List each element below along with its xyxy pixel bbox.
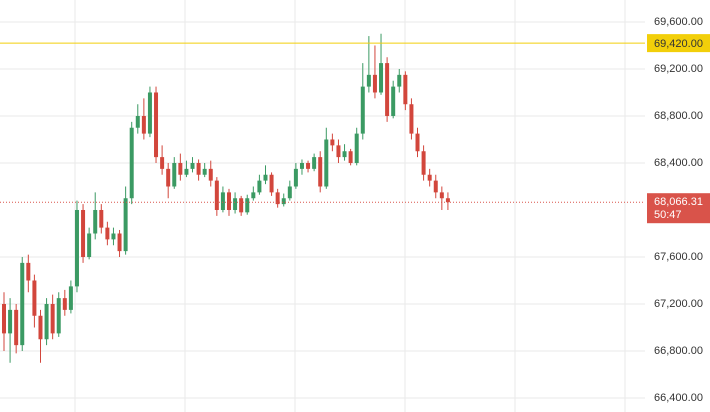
candle-body [269,174,274,193]
candle-body [166,168,171,187]
alert-label: 69,420.00 [654,38,703,50]
candle-body [421,151,426,175]
candle-body [184,168,189,175]
candle-body [26,262,31,281]
candle-body [360,86,365,134]
candle-body [117,233,122,252]
y-tick-label: 67,200.00 [654,298,703,310]
candle-body [123,198,128,252]
candle-body [129,127,134,199]
candle-body [318,157,323,187]
candle-body [445,198,450,203]
candle-body [178,162,183,175]
candle-body [111,233,116,240]
candle-body [2,304,6,334]
candle-body [403,74,408,105]
y-tick-label: 68,800.00 [654,110,703,122]
y-tick-label: 66,800.00 [654,345,703,357]
candle-body [141,115,146,134]
candle-body [8,309,13,334]
candle-body [312,157,317,169]
candle-body [93,209,98,234]
y-tick-label: 69,600.00 [654,16,703,28]
candle-body [293,168,298,187]
candle-body [32,280,37,316]
candle-body [14,309,19,346]
candle-body [74,209,79,287]
candle-body [87,233,92,258]
candle-body [379,63,384,93]
candle-body [38,315,43,340]
candle-body [147,92,152,134]
candle-body [366,74,371,87]
candle-body [154,92,159,158]
last-price-box [647,193,710,224]
candle-body [214,180,219,210]
candle-body [439,192,444,199]
candle-body [105,227,110,240]
candle-body [208,168,213,181]
candle-body [239,198,244,213]
candle-body [385,63,390,116]
candle-body [324,139,329,187]
candle-body [202,168,207,175]
candle-body [196,162,201,175]
candle-body [415,133,420,152]
candle-body [233,198,238,210]
candle-body [433,180,438,193]
y-tick-label: 69,200.00 [654,63,703,75]
candle-body [44,304,49,340]
candle-body [68,286,73,310]
candle-body [220,192,225,210]
y-tick-label: 66,400.00 [654,392,703,404]
candle-body [172,162,177,187]
candle-body [372,74,377,93]
candle-body [348,151,353,163]
candle-body [99,209,104,228]
candle-body [263,174,268,181]
candle-body [245,198,250,213]
candle-body [257,180,262,193]
candle-body [342,151,347,158]
candle-body [160,157,165,169]
candle-body [354,133,359,163]
countdown-label: 50:47 [654,209,682,221]
candle-body [81,209,86,258]
candle-body [299,162,304,169]
candle-body [427,174,432,181]
candle-body [281,198,286,205]
candle-body [56,298,61,334]
candle-body [62,298,67,310]
candle-body [336,145,341,158]
y-tick-label: 67,600.00 [654,251,703,263]
candle-body [397,74,402,87]
candle-body [50,304,55,334]
y-tick-label: 68,400.00 [654,157,703,169]
candle-body [135,115,140,128]
candle-body [287,186,292,199]
candle-body [330,139,335,146]
last-price-label: 68,066.31 [654,196,703,208]
time-grid [74,0,626,412]
alert-label-box [647,34,710,53]
candle-body [190,162,195,169]
candle-body [391,86,396,116]
candle-body [275,192,280,205]
candle-body [227,192,231,210]
candle-body [20,262,25,346]
candle-body [306,162,311,169]
candle-body [409,104,414,134]
candle-body [251,192,256,199]
